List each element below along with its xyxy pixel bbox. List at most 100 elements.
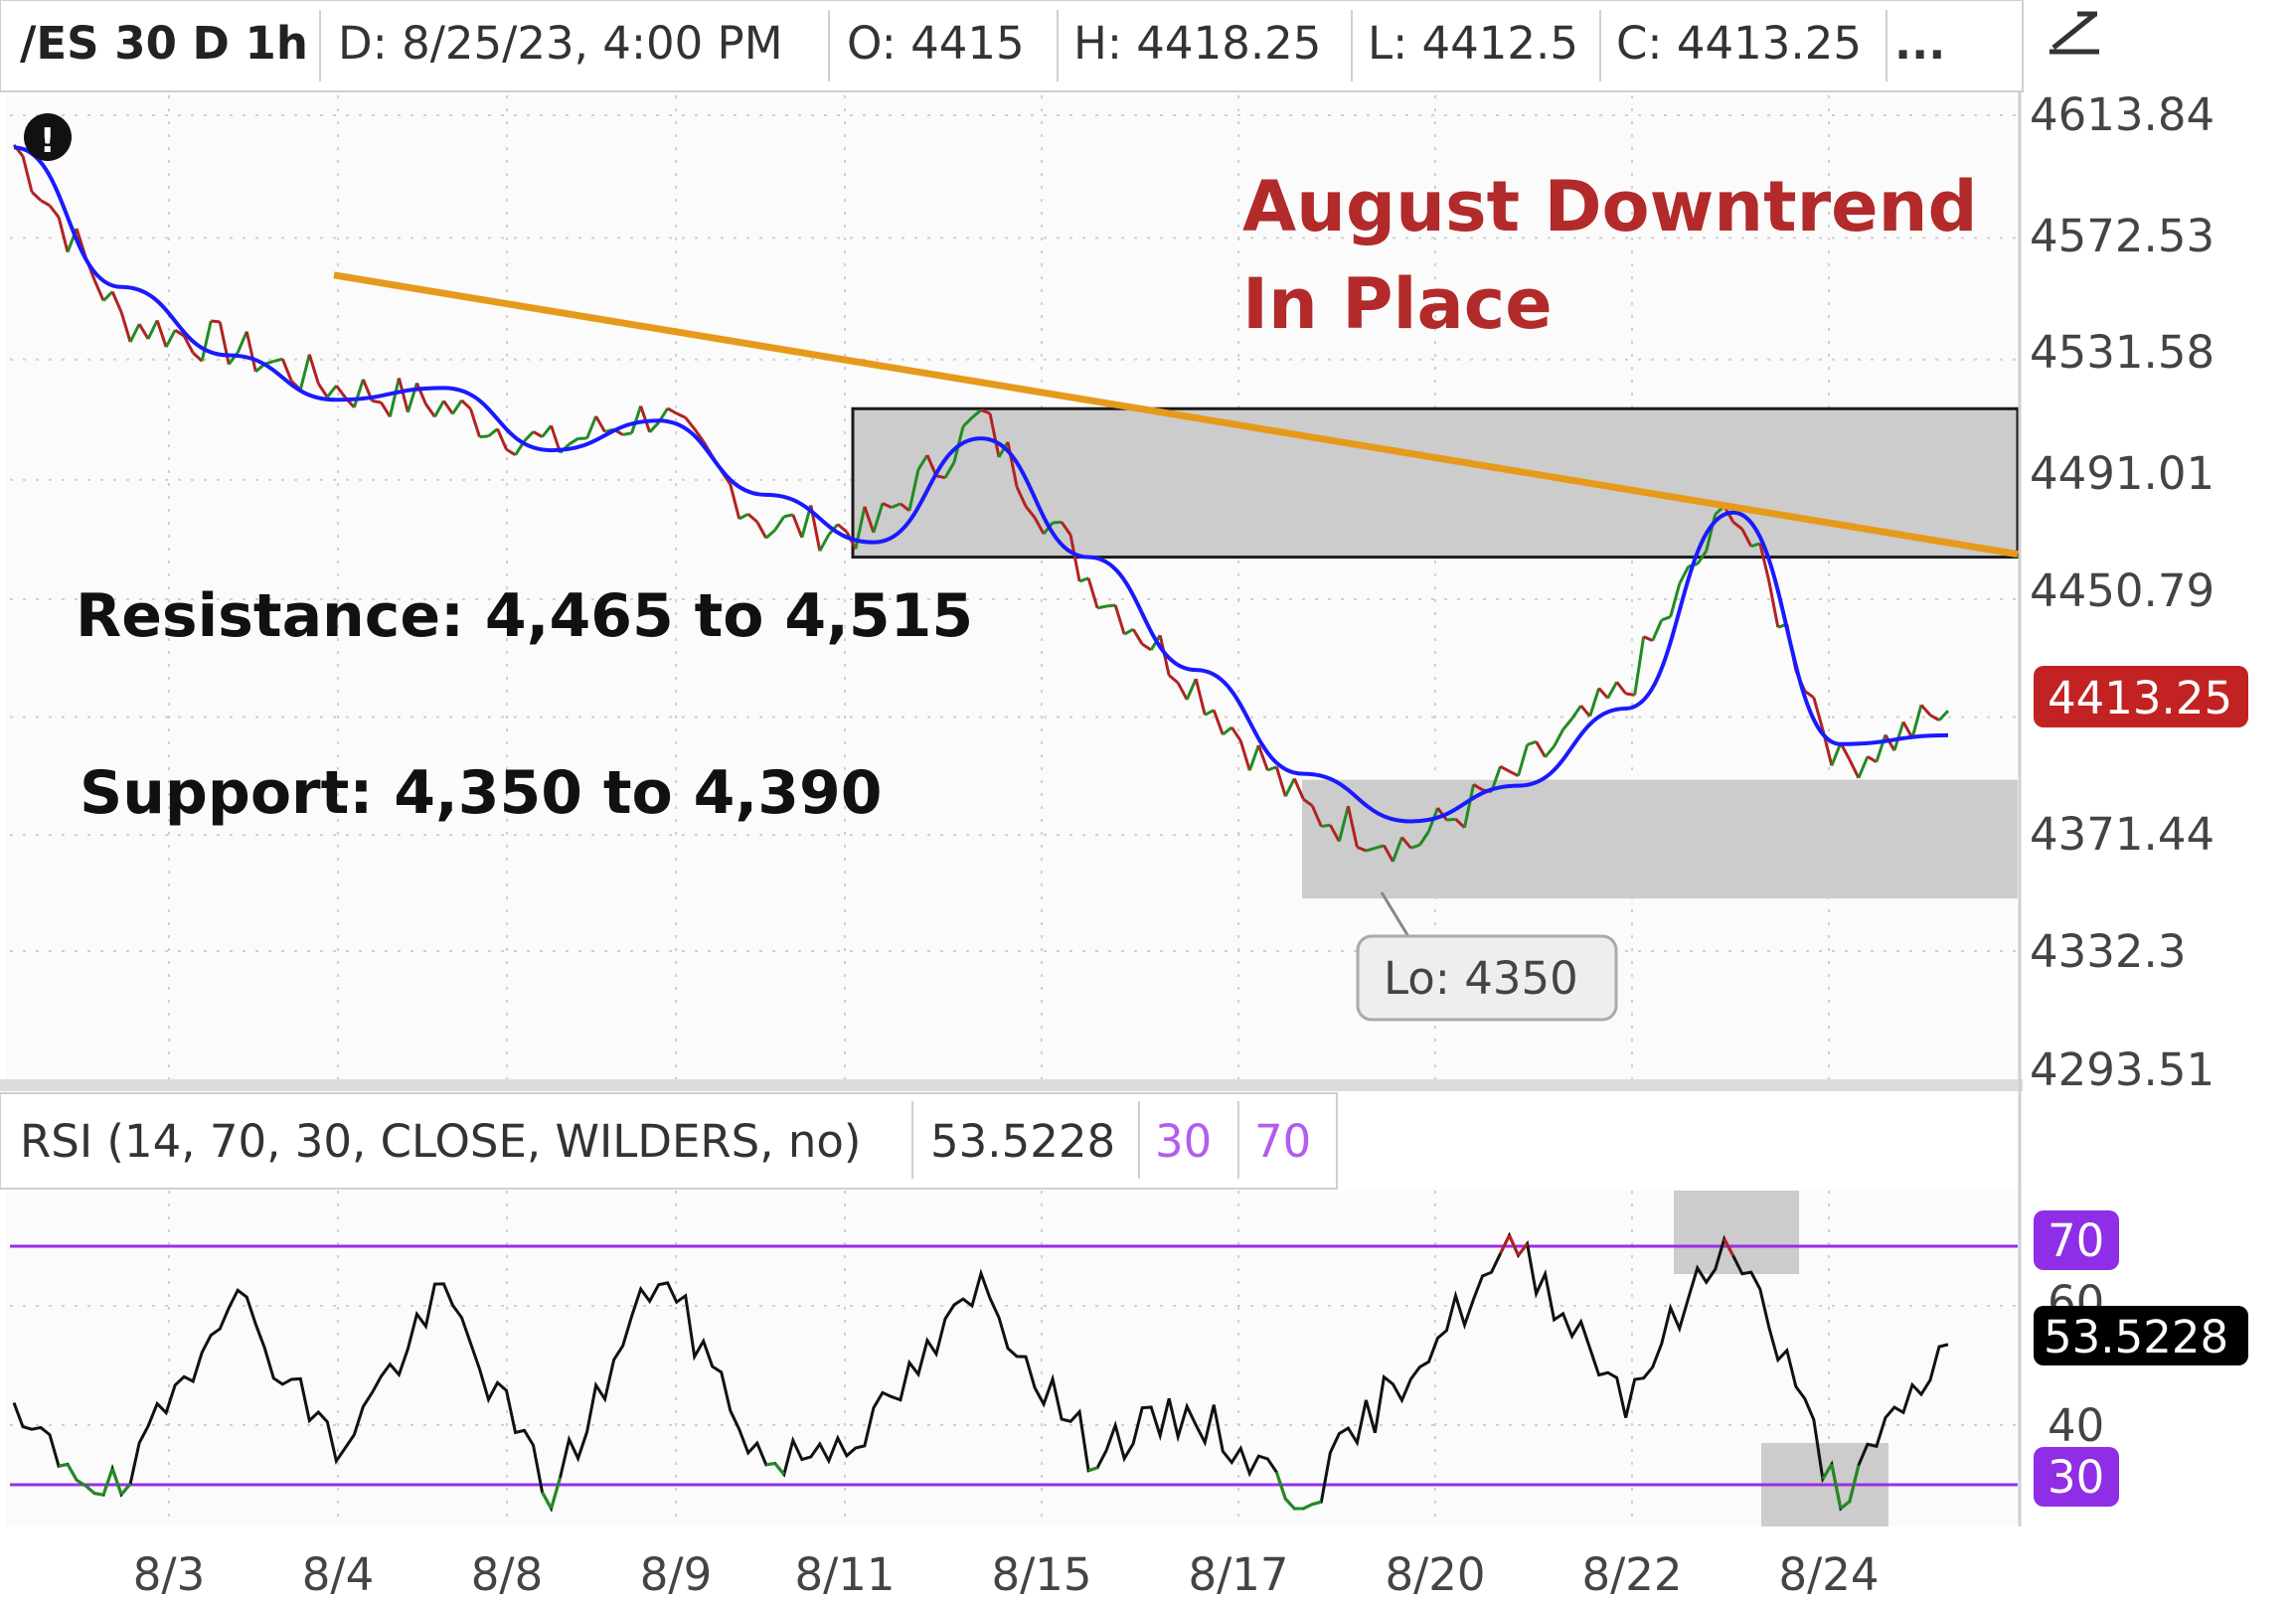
price-segment <box>245 331 257 373</box>
price-segment <box>1767 580 1780 628</box>
rsi-30-badge <box>2034 1447 2119 1507</box>
price-segment <box>146 319 159 340</box>
price-segment <box>916 454 929 471</box>
price-segment <box>1731 521 1743 531</box>
price-segment <box>1892 720 1905 751</box>
price-segment <box>639 405 652 433</box>
support-annotation: Support: 4,350 to 4,390 <box>80 758 882 828</box>
header-bar <box>0 0 2024 92</box>
price-segment <box>1678 565 1691 585</box>
price-segment <box>433 400 445 418</box>
price-segment <box>218 321 231 365</box>
price-segment <box>1015 486 1028 508</box>
price-segment <box>1033 517 1046 535</box>
price-segment <box>630 405 643 434</box>
price-segment <box>1168 674 1180 685</box>
rsi-oversold-segments <box>58 1462 1861 1511</box>
price-segment <box>1392 837 1403 863</box>
price-segment <box>1651 619 1664 642</box>
price-segment <box>388 378 401 417</box>
price-segment <box>907 469 920 512</box>
rsi-70-badge <box>2034 1210 2119 1270</box>
price-segment <box>397 378 410 413</box>
price-segment <box>541 424 553 438</box>
x-tick-label: 8/22 <box>1581 1548 1682 1601</box>
header-open: O: 4415 <box>847 17 1025 70</box>
price-segment <box>326 385 338 399</box>
price-segment <box>1517 743 1530 777</box>
price-segment <box>1131 628 1144 645</box>
price-segment <box>236 331 248 354</box>
price-segment <box>1078 576 1089 583</box>
price-segment <box>1812 697 1825 730</box>
price-segment <box>1096 604 1107 610</box>
price-segment <box>1606 681 1618 700</box>
price-segment <box>1857 755 1870 779</box>
price-segment <box>1068 534 1081 582</box>
alert-marker-icon[interactable] <box>24 113 72 161</box>
rsi-label[interactable]: RSI (14, 70, 30, CLOSE, WILDERS, no) <box>20 1115 861 1168</box>
price-segment <box>57 217 70 253</box>
header-symbol[interactable]: /ES 30 D 1h <box>20 17 308 70</box>
rsi-header-bar <box>0 1092 1338 1190</box>
drawing-tool-icon[interactable] <box>2050 11 2099 55</box>
price-segment <box>935 474 946 480</box>
header-date: D: 8/25/23, 4:00 PM <box>338 17 783 70</box>
price-segment <box>1535 740 1547 758</box>
price-segment <box>1669 583 1682 617</box>
price-segment <box>1230 726 1242 742</box>
price-segment <box>1292 777 1305 800</box>
price-segment <box>943 461 956 479</box>
price-segment <box>818 534 831 553</box>
price-segment <box>648 421 660 433</box>
panel-divider[interactable] <box>0 1079 2023 1091</box>
price-segment <box>352 379 365 408</box>
price-segment <box>1266 765 1277 772</box>
price-segment <box>1105 603 1116 608</box>
price-segment <box>666 406 678 415</box>
price-segment <box>1409 843 1420 850</box>
price-segment <box>1553 728 1564 747</box>
price-segment <box>1060 521 1072 537</box>
price-segment <box>487 427 499 438</box>
price-segment <box>1356 845 1367 853</box>
price-segment <box>1848 758 1861 779</box>
price-tick: 4332.3 <box>2030 925 2186 978</box>
rsi-current-value: 53.5228 <box>930 1115 1115 1168</box>
rsi-last-value: 53.5228 <box>2044 1311 2228 1363</box>
price-segment <box>585 415 597 439</box>
price-segment <box>746 513 758 524</box>
price-segment <box>1643 635 1654 642</box>
price-segment <box>1588 688 1601 718</box>
price-segment <box>1365 846 1376 853</box>
price-segment <box>137 323 150 340</box>
price-segment <box>925 454 938 477</box>
x-tick-label: 8/8 <box>471 1548 543 1601</box>
price-segment <box>523 430 535 442</box>
price-segment <box>451 400 463 415</box>
price-segment <box>1113 604 1126 635</box>
price-segment <box>1086 577 1099 609</box>
price-segment <box>1615 681 1627 695</box>
rsi-overbought-label: 70 <box>1254 1115 1311 1168</box>
price-segment <box>415 382 427 405</box>
header-more-button[interactable]: ... <box>1894 17 1945 70</box>
last-price-badge <box>2034 666 2248 727</box>
rsi-last-badge <box>2034 1306 2248 1365</box>
price-segment <box>1884 733 1896 751</box>
price-segment <box>755 521 768 540</box>
price-tick: 4613.84 <box>2030 88 2214 141</box>
price-segment <box>496 427 508 450</box>
price-segment <box>568 437 579 446</box>
price-segment <box>128 323 141 343</box>
price-segment <box>1212 710 1225 735</box>
x-tick-label: 8/15 <box>991 1548 1091 1601</box>
resistance-annotation: Resistance: 4,465 to 4,515 <box>76 581 973 651</box>
price-segment <box>1937 710 1950 721</box>
price-segment <box>40 199 51 208</box>
rsi-oversold-label: 30 <box>1155 1115 1212 1168</box>
x-axis: 8/3 8/4 8/8 8/9 8/11 8/15 8/17 8/20 8/22 8/24 <box>133 1548 1880 1601</box>
price-segment <box>997 440 1010 458</box>
price-segment <box>532 430 544 438</box>
